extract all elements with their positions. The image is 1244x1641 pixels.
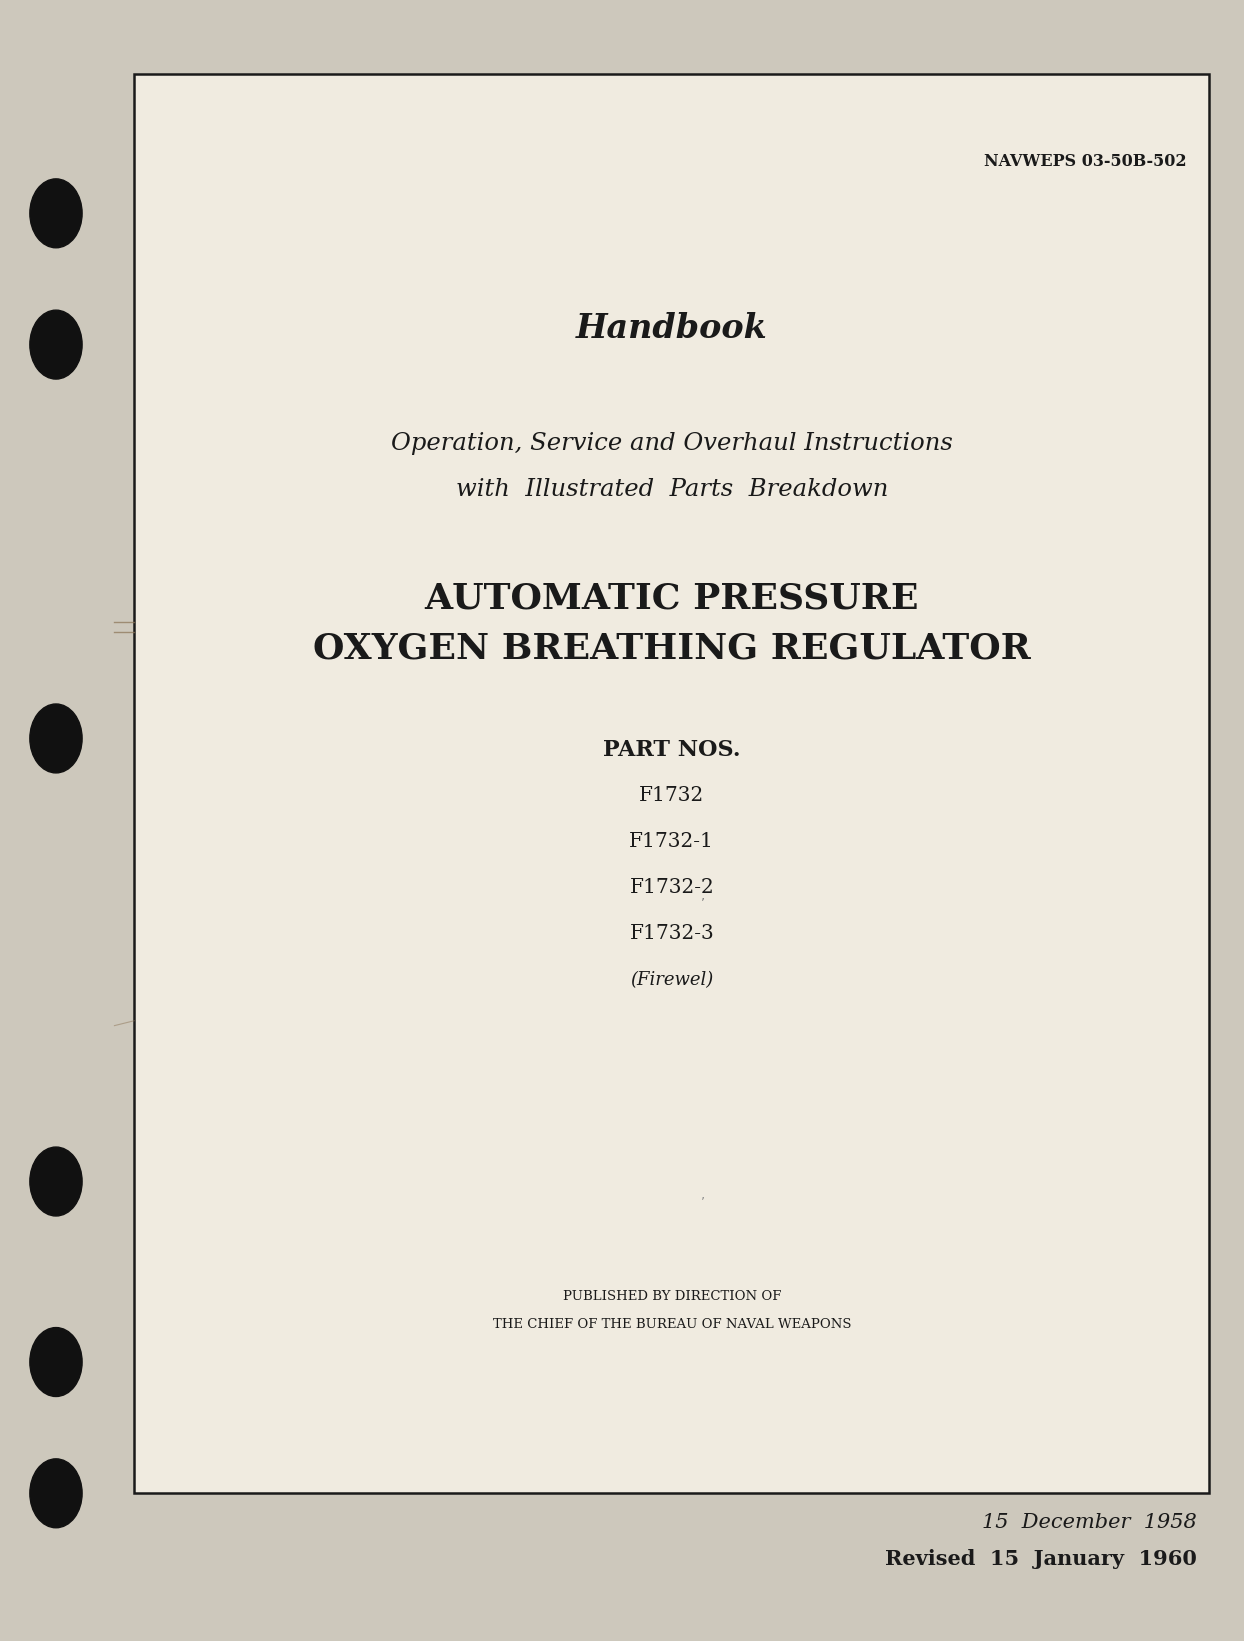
Text: PUBLISHED BY DIRECTION OF: PUBLISHED BY DIRECTION OF [562,1290,781,1303]
Circle shape [30,1459,82,1528]
Text: THE CHIEF OF THE BUREAU OF NAVAL WEAPONS: THE CHIEF OF THE BUREAU OF NAVAL WEAPONS [493,1318,851,1331]
Circle shape [30,179,82,248]
Text: F1732-2: F1732-2 [629,878,714,898]
Text: NAVWEPS 03-50B-502: NAVWEPS 03-50B-502 [984,153,1187,169]
Text: ’: ’ [700,896,705,909]
Text: Operation, Service and Overhaul Instructions: Operation, Service and Overhaul Instruct… [391,432,953,455]
Text: AUTOMATIC PRESSURE: AUTOMATIC PRESSURE [424,583,919,615]
Text: F1732-1: F1732-1 [629,832,714,852]
Text: F1732-3: F1732-3 [629,924,714,944]
Text: Handbook: Handbook [576,312,768,345]
Text: 15  December  1958: 15 December 1958 [982,1513,1197,1533]
Circle shape [30,310,82,379]
Circle shape [30,704,82,773]
Text: Revised  15  January  1960: Revised 15 January 1960 [884,1549,1197,1569]
Text: OXYGEN BREATHING REGULATOR: OXYGEN BREATHING REGULATOR [313,632,1030,665]
Text: (Firewel): (Firewel) [631,971,713,988]
Circle shape [30,1328,82,1396]
Text: with  Illustrated  Parts  Breakdown: with Illustrated Parts Breakdown [455,478,888,501]
Bar [134,74,1209,1493]
Text: PART NOS.: PART NOS. [603,738,740,761]
Text: F1732: F1732 [639,786,704,806]
Circle shape [30,1147,82,1216]
Text: ’: ’ [700,1195,705,1208]
